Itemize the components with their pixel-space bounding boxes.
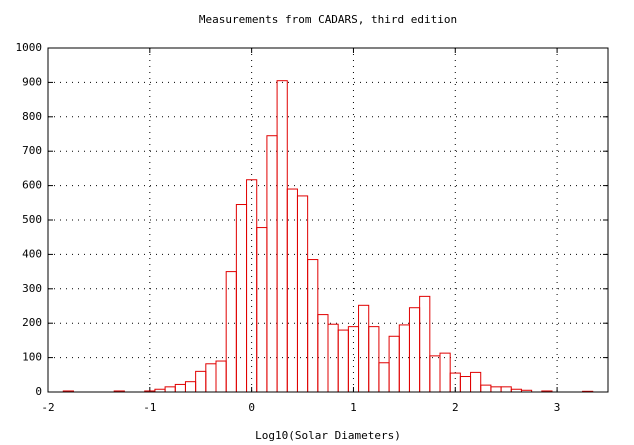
x-tick-label: 0 — [248, 401, 255, 414]
y-tick-label: 500 — [22, 213, 42, 226]
y-tick-label: 300 — [22, 282, 42, 295]
x-tick-label: 3 — [554, 401, 561, 414]
y-tick-label: 100 — [22, 351, 42, 364]
x-tick-label: -2 — [41, 401, 54, 414]
y-tick-label: 200 — [22, 316, 42, 329]
y-tick-label: 700 — [22, 144, 42, 157]
x-tick-label: 2 — [452, 401, 459, 414]
y-tick-label: 1000 — [16, 41, 43, 54]
y-tick-label: 900 — [22, 75, 42, 88]
x-axis-label: Log10(Solar Diameters) — [255, 429, 401, 442]
y-tick-label: 0 — [35, 385, 42, 398]
y-tick-label: 600 — [22, 179, 42, 192]
chart-title: Measurements from CADARS, third edition — [199, 13, 457, 26]
x-tick-label: -1 — [143, 401, 156, 414]
y-tick-label: 400 — [22, 247, 42, 260]
x-tick-label: 1 — [350, 401, 357, 414]
y-tick-label: 800 — [22, 110, 42, 123]
plot-border — [47, 47, 609, 393]
